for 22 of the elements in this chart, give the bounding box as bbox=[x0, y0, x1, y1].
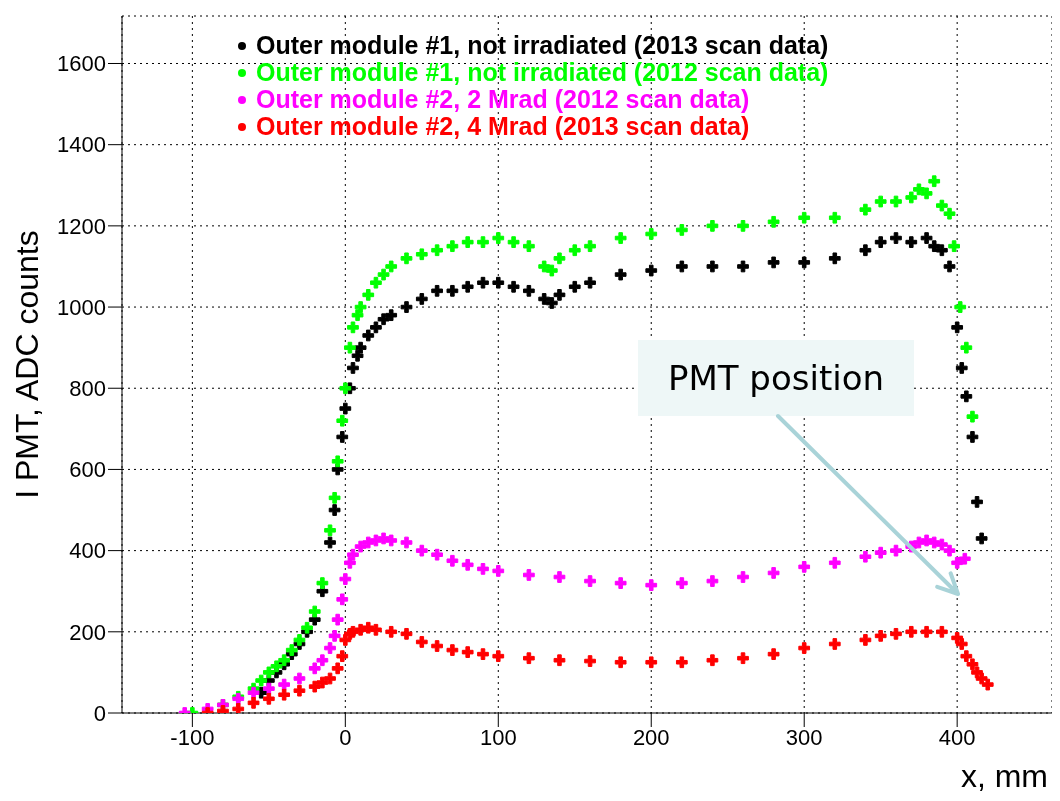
y-tick-label: 0 bbox=[93, 700, 106, 726]
y-axis-title: I PMT, ADC counts bbox=[9, 230, 45, 499]
y-tick-label: 600 bbox=[69, 457, 106, 483]
y-tick-label: 200 bbox=[69, 619, 106, 645]
y-tick-label: 1400 bbox=[57, 132, 106, 158]
legend-label: Outer module #1, not irradiated (2012 scan data) bbox=[256, 58, 829, 86]
y-tick-label: 800 bbox=[69, 376, 106, 402]
legend-label: Outer module #1, not irradiated (2013 scan data) bbox=[256, 31, 829, 59]
x-tick-label: 400 bbox=[938, 724, 976, 750]
y-tick-label: 400 bbox=[69, 538, 106, 564]
y-tick-label: 1000 bbox=[57, 294, 106, 320]
y-tick-label: 1600 bbox=[57, 51, 106, 77]
legend-label: Outer module #2, 4 Mrad (2013 scan data) bbox=[256, 112, 750, 140]
x-tick-label: 200 bbox=[632, 724, 670, 750]
annotation: PMT position bbox=[667, 358, 885, 398]
x-tick-label: 100 bbox=[479, 724, 517, 750]
x-tick-label: 300 bbox=[785, 724, 823, 750]
x-tick-label: 0 bbox=[339, 724, 352, 750]
x-tick-label: -100 bbox=[170, 724, 215, 750]
legend-label: Outer module #2, 2 Mrad (2012 scan data) bbox=[256, 85, 750, 113]
y-tick-label: 1200 bbox=[57, 213, 106, 239]
x-axis-title: x, mm bbox=[960, 758, 1048, 794]
